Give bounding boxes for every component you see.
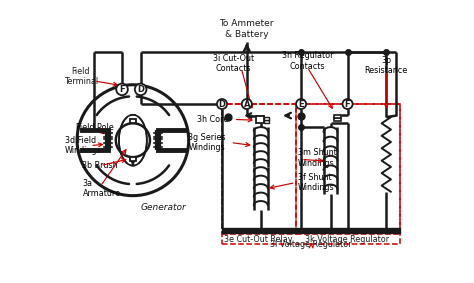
Text: A: A [244, 100, 250, 108]
Bar [130, 157, 136, 161]
Circle shape [242, 99, 252, 109]
Text: 3m Shunt
Windings: 3m Shunt Windings [298, 148, 337, 168]
Text: 3p
Resistance: 3p Resistance [365, 56, 408, 75]
Text: 3h Core: 3h Core [197, 115, 228, 124]
Text: Field Pole: Field Pole [76, 123, 114, 132]
Circle shape [116, 83, 128, 95]
Bar [296, 104, 400, 234]
Bar [334, 118, 341, 121]
Bar [222, 104, 400, 244]
Text: D: D [137, 85, 144, 94]
Text: 3n Regulator
Contacts: 3n Regulator Contacts [282, 51, 333, 71]
Bar [130, 119, 136, 123]
Text: 3d Field
Windings: 3d Field Windings [64, 136, 101, 155]
Text: F: F [119, 85, 125, 94]
Text: Generator: Generator [141, 203, 187, 212]
Text: 3a
Armature: 3a Armature [82, 179, 120, 198]
Text: 3l Voltage Regulator: 3l Voltage Regulator [270, 240, 352, 249]
Bar [334, 115, 341, 118]
Bar [264, 120, 269, 123]
Bar [264, 117, 269, 120]
Text: D: D [219, 100, 226, 108]
Circle shape [343, 99, 353, 109]
Circle shape [217, 99, 227, 109]
Text: 3i Cut-Out
Contacts: 3i Cut-Out Contacts [213, 53, 254, 73]
Bar [222, 104, 296, 234]
Text: Field
Terminal: Field Terminal [64, 67, 98, 86]
Text: 3b Brush: 3b Brush [82, 161, 118, 170]
Bar [256, 116, 264, 123]
Text: 3f Shunt
Windings: 3f Shunt Windings [298, 173, 335, 192]
Circle shape [135, 83, 146, 95]
Text: E: E [298, 100, 304, 108]
Circle shape [296, 99, 306, 109]
Text: 3k Voltage Regulator: 3k Voltage Regulator [305, 235, 390, 244]
Text: 3e Cut-Out Relay: 3e Cut-Out Relay [224, 235, 292, 244]
Text: 3g Series
Windings: 3g Series Windings [188, 133, 225, 152]
Text: To Ammeter
& Battery: To Ammeter & Battery [219, 19, 274, 38]
Text: F: F [345, 100, 350, 108]
